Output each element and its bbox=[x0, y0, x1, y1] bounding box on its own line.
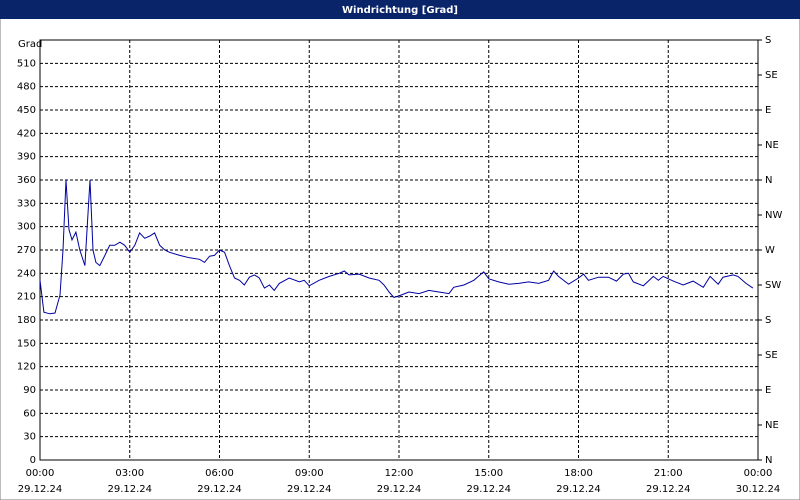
y-tick-label: 60 bbox=[23, 408, 36, 419]
chart-title: Windrichtung [Grad] bbox=[342, 5, 458, 16]
x-tick-label: 12:00 bbox=[385, 468, 414, 479]
y-tick-label: 270 bbox=[17, 245, 36, 256]
x-tick-label: 00:00 bbox=[744, 468, 773, 479]
x-tick-date: 29.12.24 bbox=[287, 484, 332, 495]
y-tick-label: 150 bbox=[17, 338, 36, 349]
x-tick-date: 29.12.24 bbox=[377, 484, 422, 495]
y2-tick-label: SE bbox=[765, 70, 778, 81]
y2-tick-label: S bbox=[765, 315, 771, 326]
y2-tick-label: N bbox=[765, 455, 772, 466]
x-tick-date: 29.12.24 bbox=[107, 484, 152, 495]
y2-tick-label: E bbox=[765, 385, 771, 396]
x-tick-label: 03:00 bbox=[115, 468, 144, 479]
x-tick-label: 15:00 bbox=[474, 468, 503, 479]
y2-tick-label: W bbox=[765, 245, 775, 256]
y2-tick-label: NW bbox=[765, 210, 782, 221]
y2-tick-label: NE bbox=[765, 140, 779, 151]
x-tick-label: 21:00 bbox=[654, 468, 683, 479]
y-tick-label: 300 bbox=[17, 222, 36, 233]
y-tick-label: 30 bbox=[23, 432, 36, 443]
title-bar bbox=[0, 0, 800, 19]
y-tick-label: 210 bbox=[17, 292, 36, 303]
y-tick-label: 390 bbox=[17, 152, 36, 163]
x-tick-label: 00:00 bbox=[26, 468, 55, 479]
data-line bbox=[39, 179, 754, 315]
y-tick-label: 480 bbox=[17, 82, 36, 93]
y2-tick-label: S bbox=[765, 35, 771, 46]
y-tick-label: 0 bbox=[30, 455, 36, 466]
y-tick-label: 330 bbox=[17, 198, 36, 209]
y-tick-label: 510 bbox=[17, 58, 36, 69]
y-tick-label: 180 bbox=[17, 315, 36, 326]
x-tick-date: 29.12.24 bbox=[466, 484, 511, 495]
y-axis-label: Grad bbox=[18, 39, 42, 50]
y2-tick-label: NE bbox=[765, 420, 779, 431]
x-tick-date: 29.12.24 bbox=[646, 484, 691, 495]
y-tick-label: 450 bbox=[17, 105, 36, 116]
y-tick-label: 240 bbox=[17, 268, 36, 279]
y-tick-label: 420 bbox=[17, 128, 36, 139]
y2-tick-label: E bbox=[765, 105, 771, 116]
y2-tick-label: SE bbox=[765, 350, 778, 361]
x-tick-label: 09:00 bbox=[295, 468, 324, 479]
y-tick-label: 90 bbox=[23, 385, 36, 396]
x-tick-date: 29.12.24 bbox=[18, 484, 63, 495]
x-tick-label: 18:00 bbox=[564, 468, 593, 479]
y2-tick-label: N bbox=[765, 175, 772, 186]
y-tick-label: 360 bbox=[17, 175, 36, 186]
y-tick-label: 120 bbox=[17, 362, 36, 373]
x-tick-date: 30.12.24 bbox=[736, 484, 781, 495]
x-tick-label: 06:00 bbox=[205, 468, 234, 479]
x-tick-date: 29.12.24 bbox=[197, 484, 242, 495]
y2-tick-label: SW bbox=[765, 280, 781, 291]
x-tick-date: 29.12.24 bbox=[556, 484, 601, 495]
